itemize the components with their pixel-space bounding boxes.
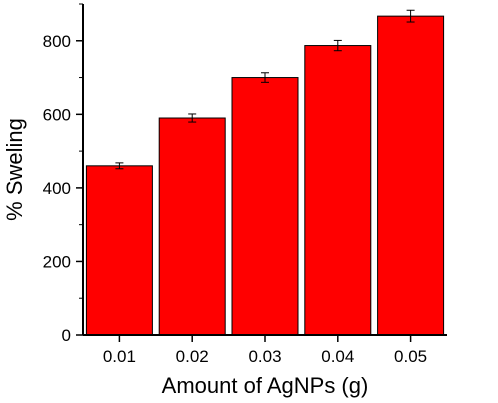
error-bar-0.03 (261, 72, 269, 83)
bar-0.04 (304, 45, 372, 336)
y-tick-label: 800 (43, 32, 71, 51)
x-axis-title: Amount of AgNPs (g) (162, 373, 369, 398)
ticks-group: 0 200 400 600 800 0.01 0.02 0.03 0.04 0.05 (43, 3, 427, 366)
x-tick-label: 0.02 (176, 347, 209, 366)
error-bar-0.05 (406, 9, 415, 23)
error-bar-0.04 (333, 39, 342, 52)
y-tick-label: 0 (62, 326, 71, 345)
x-tick-label: 0.04 (321, 347, 354, 366)
bars-group (85, 15, 445, 336)
y-tick-label: 400 (43, 179, 71, 198)
y-tick-label: 200 (43, 252, 71, 271)
bar-0.03 (231, 77, 299, 336)
x-tick-label: 0.05 (394, 347, 427, 366)
y-tick-label: 600 (43, 105, 71, 124)
error-bar-0.01 (115, 162, 124, 170)
x-tick-label: 0.03 (248, 347, 281, 366)
x-tick-label: 0.01 (103, 347, 136, 366)
y-axis-title: % Sweling (2, 118, 27, 221)
bar-0.05 (377, 15, 445, 336)
bar-0.01 (85, 165, 153, 336)
error-bars-group (115, 9, 415, 170)
bar-0.02 (158, 117, 226, 336)
error-bar-0.02 (188, 113, 197, 123)
